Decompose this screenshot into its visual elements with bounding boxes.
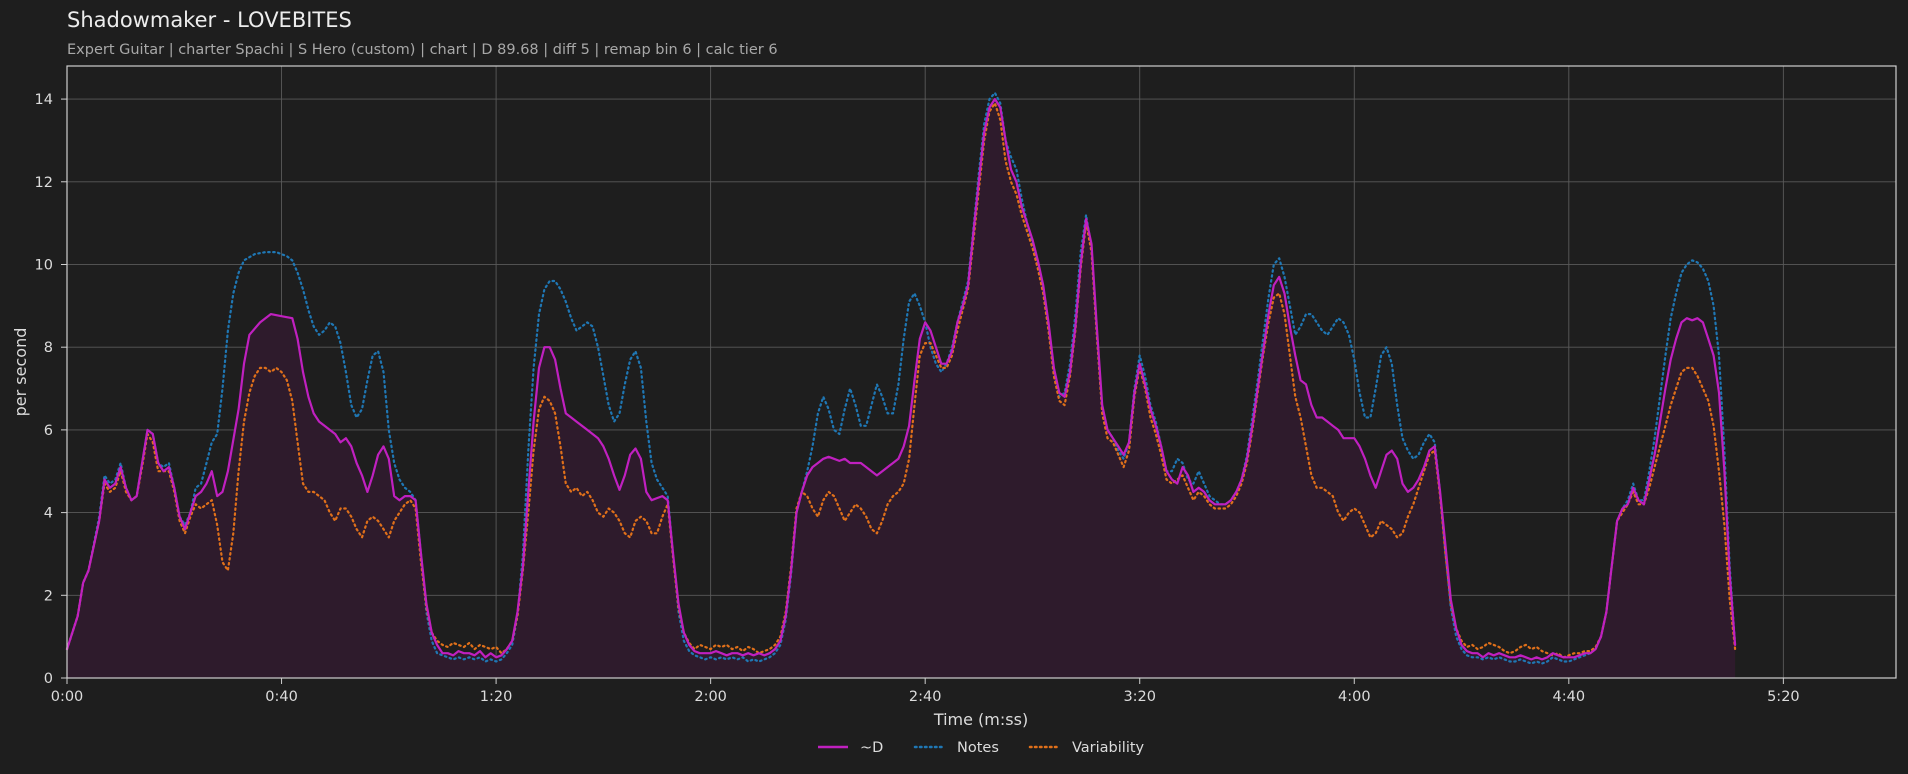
x-tick-label: 1:20 [480,689,513,705]
legend-label-variability: Variability [1072,740,1145,756]
series-lines [65,91,1737,665]
x-axis-label: Time (m:ss) [933,710,1028,729]
legend-label-notes: Notes [957,740,999,756]
y-tick-label: 6 [44,423,53,439]
x-tick-label: 0:00 [51,689,84,705]
y-tick-label: 10 [35,257,53,273]
legend-label-d: ~D [860,740,883,756]
x-tick-label: 0:40 [265,689,298,705]
chart-title: Shadowmaker - LOVEBITES [67,8,352,32]
x-tick-label: 4:00 [1338,689,1371,705]
y-tick-label: 4 [44,506,53,522]
y-tick-label: 2 [44,588,53,604]
x-tick-label: 3:20 [1123,689,1156,705]
plot-frame [66,65,1897,679]
series-line-notes [65,91,1737,665]
x-tick-label: 4:40 [1553,689,1586,705]
y-tick-label: 12 [35,175,53,191]
y-axis-ticks: 0 2 4 6 8 10 12 14 [35,92,67,687]
y-tick-label: 14 [35,92,53,108]
series-line-d [65,98,1737,661]
d-fill-area [67,99,1736,679]
x-tick-label: 2:00 [694,689,727,705]
chart-subtitle: Expert Guitar | charter Spachi | S Hero … [67,42,778,58]
x-tick-label: 2:40 [909,689,942,705]
y-axis-label: per second [11,328,30,417]
x-tick-label: 5:20 [1767,689,1800,705]
legend: ~D Notes Variability [818,740,1145,756]
y-tick-label: 0 [44,671,53,687]
x-axis-ticks: 0:00 0:40 1:20 2:00 2:40 3:20 4:00 4:40 5:20 [51,678,1800,705]
y-tick-label: 8 [44,340,53,356]
d-fill-path [67,99,1736,679]
